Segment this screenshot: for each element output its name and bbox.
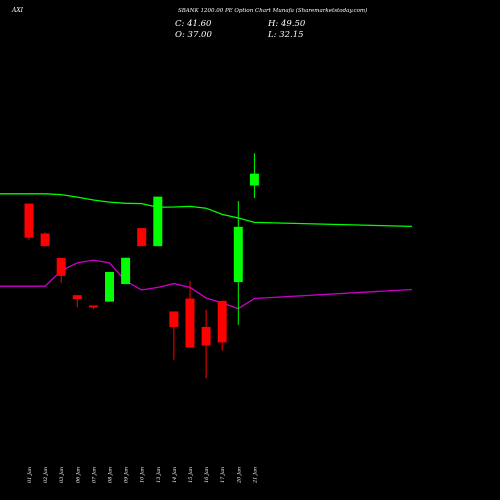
candlesticks xyxy=(24,153,259,379)
chart-title-main: SBANK 1200.00 PE Option Chart Munafa xyxy=(178,8,294,14)
candle-body xyxy=(40,233,50,247)
candle-body xyxy=(24,203,34,238)
candle-body xyxy=(72,295,82,300)
purple-indicator-line xyxy=(0,259,413,310)
candle-body xyxy=(201,326,211,346)
candle-10 xyxy=(169,311,179,360)
x-tick-label: 02 Jan xyxy=(43,467,49,483)
x-tick-label: 01 Jan xyxy=(27,467,33,483)
candle-7 xyxy=(121,257,131,285)
candle-9 xyxy=(153,196,163,247)
open-label: O: 37.00 xyxy=(175,30,212,40)
x-tick-label: 06 Jan xyxy=(75,467,81,483)
candle-15 xyxy=(249,153,259,199)
x-tick-label: 16 Jan xyxy=(204,467,210,483)
candle-2 xyxy=(40,232,50,247)
candle-body xyxy=(185,298,195,348)
candle-body xyxy=(169,311,179,327)
x-tick-label: 13 Jan xyxy=(156,467,162,483)
candle-body xyxy=(249,173,259,186)
candle-body xyxy=(137,228,147,247)
green-indicator-line xyxy=(0,193,413,228)
chart-title: SBANK 1200.00 PE Option Chart Munafa (Sh… xyxy=(178,7,367,14)
candle-6 xyxy=(105,271,114,302)
low-label: L: 32.15 xyxy=(267,30,304,40)
x-tick-label: 08 Jan xyxy=(108,467,114,483)
x-tick-label: 17 Jan xyxy=(220,467,226,483)
high-label: H: 49.50 xyxy=(267,19,306,29)
candle-11 xyxy=(185,281,195,348)
close-label: C: 41.60 xyxy=(175,19,212,29)
candle-body xyxy=(153,196,163,247)
x-tick-label: 14 Jan xyxy=(172,467,178,483)
candle-body xyxy=(217,300,227,343)
candle-body xyxy=(233,226,243,283)
candle-5 xyxy=(88,305,98,310)
x-tick-label: 03 Jan xyxy=(59,467,65,483)
chart-title-site: (Sharemarketstoday.com) xyxy=(296,7,368,14)
candle-14 xyxy=(233,201,243,325)
candle-8 xyxy=(137,228,147,247)
candle-body xyxy=(56,258,66,276)
candle-body xyxy=(121,257,131,285)
candle-12 xyxy=(201,309,211,379)
x-tick-label: 09 Jan xyxy=(124,467,130,483)
indicator-lines xyxy=(0,193,413,310)
candle-body xyxy=(88,305,98,308)
x-axis-labels: 01 Jan 02 Jan 03 Jan 06 Jan 07 Jan 08 Jan 09 J… xyxy=(27,467,258,484)
x-tick-label: 10 Jan xyxy=(140,467,146,483)
candle-4 xyxy=(72,295,82,308)
x-tick-label: 07 Jan xyxy=(91,467,97,483)
ticker-label: AXI xyxy=(11,7,24,14)
x-tick-label: 15 Jan xyxy=(188,467,194,483)
candle-body xyxy=(105,271,114,302)
candle-1 xyxy=(24,203,34,240)
x-tick-label: 21 Jan xyxy=(252,467,258,484)
x-tick-label: 20 Jan xyxy=(236,467,242,484)
candle-3 xyxy=(56,258,66,283)
candle-13 xyxy=(217,300,227,351)
